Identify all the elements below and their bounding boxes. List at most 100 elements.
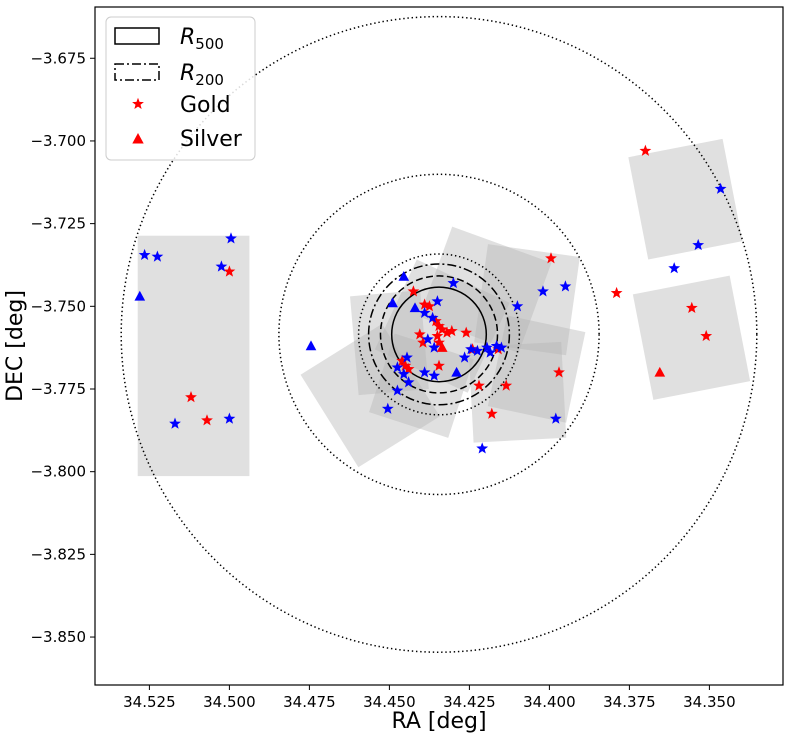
silver-blue-point-6: [451, 366, 462, 377]
gold-blue-point-29: [511, 300, 524, 312]
gold-blue-point-27: [495, 341, 508, 353]
gold-blue-point-23: [471, 344, 484, 356]
gold-blue-point-34: [692, 238, 705, 251]
gold-blue-point-22: [465, 343, 477, 355]
gold-point-8: [417, 336, 429, 348]
gold-point-3: [201, 414, 213, 426]
gold-point-11: [436, 323, 449, 335]
gold-blue-point-9: [431, 295, 444, 307]
gold-blue-point-1: [151, 250, 164, 262]
gold-point-27: [553, 366, 565, 378]
legend-silver-triangle-icon: [132, 133, 144, 144]
gold-point-7: [413, 328, 426, 340]
gold-blue-point-31: [559, 280, 572, 292]
gold-point-19: [402, 362, 415, 375]
x-tick-label-4: 34.450: [363, 693, 416, 711]
silver-point-2: [654, 366, 666, 377]
legend-r200-sub: 200: [195, 71, 224, 89]
y-tick-label-3: −3.725: [30, 215, 86, 233]
ring-r500: [390, 286, 488, 383]
y-axis-label: DEC [deg]: [3, 290, 28, 402]
gold-blue-point-11: [421, 333, 434, 345]
legend-frame: [105, 16, 256, 161]
x-axis-ticks: 34.525 34.500 34.475 34.450 34.425 34.400 34.3…: [123, 685, 736, 711]
legend-r500-marker: [114, 27, 160, 45]
silver-blue-point-2: [305, 340, 317, 351]
gold-blue-point-30: [537, 285, 549, 297]
gold-blue-point-28: [476, 442, 489, 454]
silver-blue-point-3: [398, 270, 410, 281]
gold-point-30: [685, 301, 698, 313]
legend-r500-sub: 500: [195, 35, 224, 53]
ring-r500-ring-2: [379, 275, 499, 394]
aperture-rings: [120, 15, 758, 653]
gold-point-15: [445, 324, 458, 337]
gold-blue-point-21: [458, 351, 471, 363]
footprint-1: [137, 235, 250, 477]
gold-point-25: [500, 379, 513, 391]
gold-blue-point-24: [481, 341, 493, 353]
gold-point-29: [639, 144, 652, 156]
gold-point-12: [431, 329, 444, 342]
silver-blue-point-4: [387, 297, 398, 308]
y-tick-label-6: −3.800: [30, 463, 86, 481]
gold-blue-point-5: [169, 417, 181, 429]
gold-point-26: [545, 252, 557, 264]
x-tick-label-3: 34.475: [283, 693, 336, 711]
legend-r200-marker: [114, 63, 160, 81]
gold-point-14: [433, 336, 445, 348]
x-tick-label-2: 34.500: [203, 693, 256, 711]
gold-blue-point-19: [418, 366, 431, 378]
gold-point-10: [433, 319, 445, 332]
x-tick-label-6: 34.400: [523, 693, 576, 711]
gold-blue-point-32: [549, 412, 562, 424]
y-tick-label-2: −3.700: [30, 132, 86, 150]
silver-blue-point-5: [409, 302, 421, 313]
footprint-4: [419, 226, 552, 353]
footprint-5: [474, 244, 580, 356]
silver-blue-point-1: [134, 290, 146, 301]
gold-point-31: [700, 329, 713, 342]
y-axis-ticks: −3.675 −3.700 −3.725 −3.750 −3.775 −3.800 −3.8…: [30, 49, 95, 646]
source-markers: [134, 144, 727, 454]
y-tick-label-4: −3.750: [30, 297, 86, 315]
legend-r500-main: R: [180, 25, 195, 50]
footprint-10: [628, 138, 743, 260]
gold-blue-point-33: [668, 262, 681, 274]
gold-blue-point-8: [426, 311, 439, 323]
footprint-9: [487, 315, 586, 423]
gold-blue-point-14: [397, 367, 410, 380]
x-tick-label-8: 34.350: [683, 693, 736, 711]
gold-point-28: [610, 286, 623, 299]
gold-blue-point-7: [418, 306, 431, 318]
legend: R500 R200 Gold Silver: [105, 16, 256, 161]
legend-gold-star-icon: [132, 97, 144, 110]
legend-gold-label: Gold: [180, 93, 231, 118]
gold-blue-point-15: [402, 376, 415, 388]
gold-blue-point-35: [714, 182, 727, 194]
gold-point-21: [433, 359, 445, 371]
x-tick-label-1: 34.525: [123, 693, 176, 711]
footprint-8: [468, 341, 567, 443]
footprint-11: [632, 275, 751, 400]
x-axis-label: RA [deg]: [391, 709, 486, 734]
y-tick-label-1: −3.675: [30, 49, 86, 67]
plot-area-frame: [94, 6, 784, 686]
legend-silver-label: Silver: [180, 127, 243, 152]
gold-point-13: [441, 326, 453, 338]
gold-blue-point-4: [215, 260, 228, 272]
x-tick-label-5: 34.425: [443, 693, 496, 711]
gold-point-1: [223, 265, 236, 277]
legend-r200-label: R200: [180, 61, 224, 89]
gold-blue-point-26: [490, 339, 503, 352]
ring-r200-ring-2: [357, 253, 521, 416]
ring-ring-large: [278, 173, 600, 496]
gold-point-20: [399, 359, 412, 371]
gold-point-5: [418, 298, 431, 310]
y-tick-label-7: −3.825: [30, 545, 86, 563]
y-tick-label-8: −3.850: [30, 628, 86, 646]
gold-point-6: [423, 300, 436, 312]
gold-point-16: [460, 326, 473, 338]
gold-blue-point-6: [223, 412, 236, 424]
